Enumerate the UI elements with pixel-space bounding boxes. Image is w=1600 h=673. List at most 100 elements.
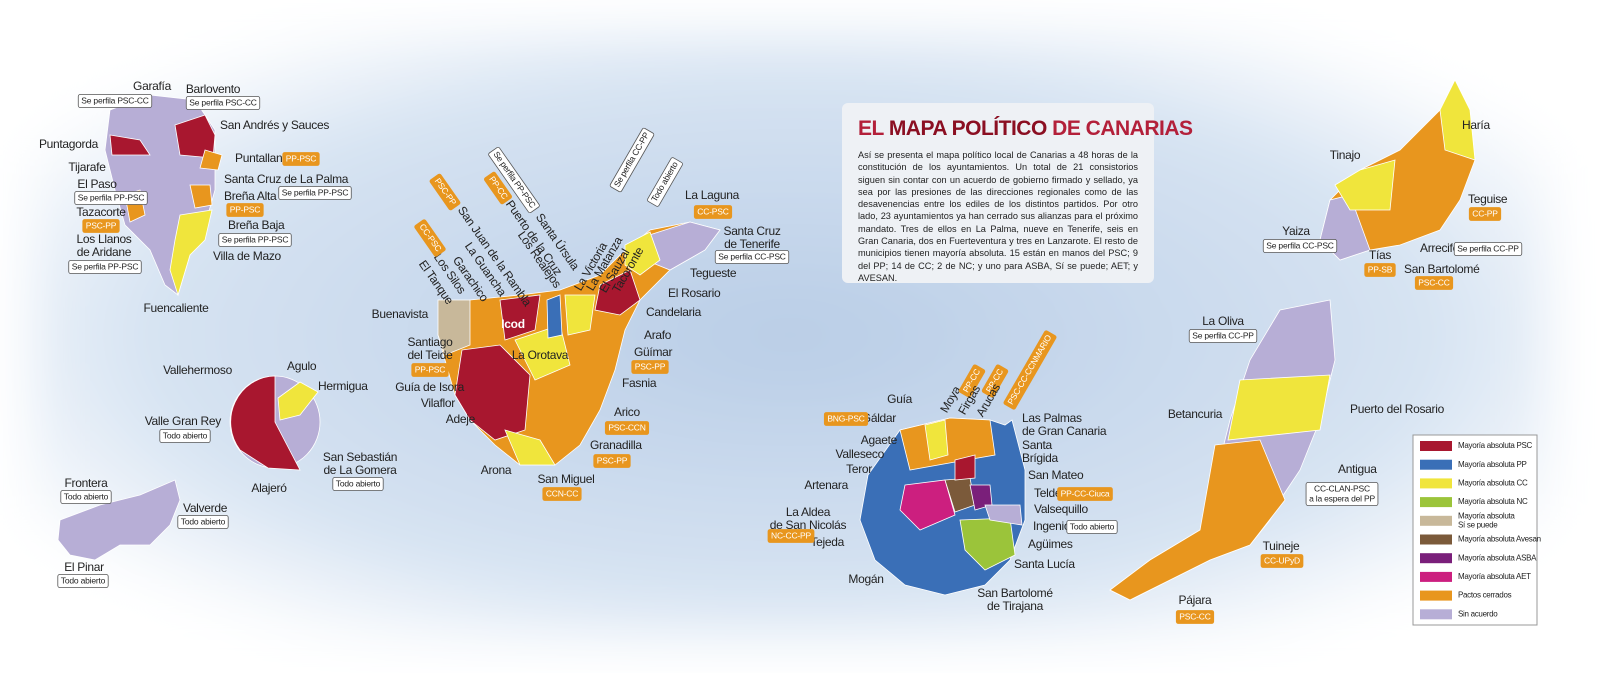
municipality: San Bartolomé xyxy=(1404,262,1480,276)
tag-text: BNG-PSC xyxy=(827,413,864,423)
municipality-name: La Orotava xyxy=(512,348,569,362)
municipality-name: Adeje xyxy=(446,412,476,426)
region xyxy=(199,149,223,171)
tag-text: PP-PSC xyxy=(286,153,317,163)
tag-box xyxy=(1188,329,1258,343)
region xyxy=(277,381,319,421)
tag-box xyxy=(159,429,211,443)
region xyxy=(1439,79,1476,161)
tag-box xyxy=(593,454,631,468)
tag-text: Todo abierto xyxy=(163,430,208,440)
pact-tag: Todo abierto xyxy=(177,515,229,529)
legend-label: Mayoría absoluta PSC xyxy=(1458,441,1533,450)
tag-box xyxy=(631,360,669,374)
municipality: Mogán xyxy=(848,572,884,586)
tag-box xyxy=(542,487,582,501)
pact-tag: Se perfila PP-PSC xyxy=(74,191,148,205)
municipality-name: Los Llanos xyxy=(76,232,131,246)
pact-tag: PP-SB xyxy=(1364,263,1396,277)
tag-box xyxy=(609,127,655,193)
municipality-name: Santa Cruz de La Palma xyxy=(224,172,349,186)
municipality: Puntagorda xyxy=(39,137,99,151)
tag-box xyxy=(488,146,540,214)
legend-label: Pactos cerrados xyxy=(1458,591,1512,600)
municipality: Ingenio xyxy=(1033,519,1071,533)
region xyxy=(504,429,556,466)
pact-tag: PP-CC-Ciuca xyxy=(1057,487,1113,501)
municipality-name: Tuineje xyxy=(1263,539,1300,553)
pact-tag: Todo abierto xyxy=(57,574,109,588)
municipality: Barlovento xyxy=(186,82,241,96)
pact-tag: PSC-CCN xyxy=(604,421,650,435)
tag-box xyxy=(429,173,461,211)
municipality: Arona xyxy=(481,463,512,477)
municipality-name: San Bartolomé xyxy=(977,586,1053,600)
municipality-name: Güímar xyxy=(634,345,673,359)
municipality: Garafía xyxy=(133,79,172,93)
municipality-name: Teguise xyxy=(1468,192,1508,206)
region xyxy=(437,299,471,356)
pact-tag: CCN-CC xyxy=(542,487,582,501)
tag-text: CC-CLAN-PSC xyxy=(1314,483,1370,493)
municipality-name: Betancuria xyxy=(1168,407,1223,421)
municipality-name: de Gran Canaria xyxy=(1022,424,1107,438)
tag-text: PSC-CC xyxy=(1179,611,1210,621)
municipality: Teror xyxy=(846,462,872,476)
legend-label: Mayoría absoluta NC xyxy=(1458,497,1528,506)
legend-swatch xyxy=(1420,441,1452,451)
municipality: Gáldar xyxy=(862,411,897,425)
municipality: Arico xyxy=(614,405,641,419)
municipality-name: La Aldea xyxy=(786,505,831,519)
municipality: Tijarafe xyxy=(68,160,106,174)
pact-tag: PP-PSC xyxy=(226,203,264,217)
legend-swatch xyxy=(1420,534,1452,545)
tag-box xyxy=(278,186,352,200)
municipality: Antigua xyxy=(1338,462,1378,476)
municipality-name: Valsequillo xyxy=(1034,502,1088,516)
intro-text: Así se presenta el mapa político local d… xyxy=(858,150,1138,283)
municipality-name: Arrecife xyxy=(1420,241,1460,255)
municipality: Adeje xyxy=(446,412,476,426)
tag-text: NC-CC-PP xyxy=(771,530,811,540)
municipality-name: Valleseco xyxy=(836,447,885,461)
tag-box xyxy=(60,490,112,504)
tag-text: Se perfila PP-PSC xyxy=(78,192,145,202)
municipality: San Mateo xyxy=(1028,468,1084,482)
municipality-name: Tazacorte xyxy=(76,205,126,219)
tag-text: Se perfila PSC-CC xyxy=(189,97,257,107)
tag-box xyxy=(1057,487,1113,501)
municipality: El Paso xyxy=(77,177,117,191)
municipality-name: Breña Baja xyxy=(228,218,285,232)
title-highlight: MAPA POLÍTICO xyxy=(888,117,1048,140)
legend-swatch xyxy=(1420,478,1452,489)
municipality: Santa Lucía xyxy=(1014,557,1076,571)
tag-box xyxy=(1262,239,1338,253)
tag-text: Se perfila PP-PSC xyxy=(72,261,139,271)
tag-box xyxy=(77,94,153,108)
region xyxy=(564,294,596,336)
municipality-name: Antigua xyxy=(1338,462,1377,476)
municipality-name: Garafía xyxy=(133,79,172,93)
region xyxy=(174,114,216,159)
pact-tag: Se perfila CC-PSC xyxy=(1262,239,1338,253)
municipality-name: Puntallana xyxy=(235,151,289,165)
municipality: Tejeda xyxy=(810,535,844,549)
title-pre: EL xyxy=(858,117,884,140)
municipality: Agaete xyxy=(861,433,898,447)
tag-box xyxy=(693,205,733,219)
municipality-name: Pájara xyxy=(1179,593,1213,607)
municipality: Haría xyxy=(1462,118,1491,132)
legend-label: Mayoría absoluta xyxy=(1458,511,1515,520)
municipality: Candelaria xyxy=(646,305,702,319)
tag-text: CCN-CC xyxy=(546,488,578,498)
pact-tag: PSC-CC xyxy=(1414,276,1454,290)
municipality: Puerto del Rosario xyxy=(1350,402,1445,416)
tag-box xyxy=(647,157,683,207)
legend-swatch xyxy=(1420,515,1452,526)
region xyxy=(546,294,563,339)
tag-box xyxy=(218,233,292,247)
